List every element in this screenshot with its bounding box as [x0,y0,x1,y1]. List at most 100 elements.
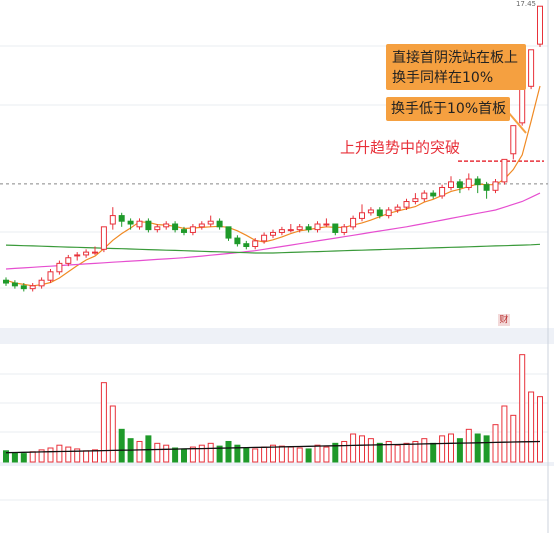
volume-bar [278,445,285,463]
volume-bar [136,440,143,463]
annotation: 换手同样在10% [392,69,493,86]
candle-body [296,226,303,231]
volume-bar [439,435,446,463]
annotation: 直接首阴洗站在板上 [392,49,518,66]
volume-bar [163,444,170,463]
candle-body [278,229,285,233]
candle-body [501,158,508,183]
volume-bar [403,442,410,463]
volume-bar [252,448,259,463]
volume-bar [56,444,63,463]
candle-body [261,234,268,242]
candle-body [483,184,490,191]
candle-body [314,223,321,231]
candle-body [519,88,526,124]
candle-body [225,226,232,239]
volume-bar [448,433,454,463]
candle-body [163,223,170,228]
volume-bar [492,424,499,463]
volume-bar [270,444,276,463]
candle-body [3,279,9,284]
volume-bar [20,453,27,463]
candle-body [323,223,330,226]
volume-bar [412,440,419,463]
candle-body [47,271,54,281]
volume-bar [243,447,250,463]
volume-bar [207,442,214,463]
volume-bar [109,405,116,463]
candle-body [198,223,205,228]
panel-separator [0,462,554,466]
volume-bar [376,442,383,463]
candle-body [430,192,437,197]
volume-bar [11,452,18,463]
volume-bar [456,438,463,463]
candle-body [510,125,517,155]
candle-body [118,215,125,222]
candle-body [181,229,187,233]
volume-bar [145,435,152,463]
volume-bar [367,438,374,463]
candle-body [287,229,294,232]
candle-body [341,226,348,233]
moving-average [5,85,541,287]
volume-bar [510,414,517,463]
volume-average [5,440,541,454]
candle-body [127,220,134,225]
candle-body [367,209,374,214]
volume-bar [296,447,303,463]
volume-bar [359,435,365,463]
volume-bar [118,428,125,463]
candle-body [65,257,72,264]
annotation-box [386,44,526,90]
volume-bar [332,442,339,463]
volume-bar [287,446,294,463]
candle-body [29,285,36,290]
candle-body [56,262,63,273]
annotation-box [386,97,510,121]
candle-body [492,181,499,191]
candle-body [252,240,259,247]
candle-body [136,220,143,228]
annotation: 换手低于10%首板 [391,100,506,117]
volume-bar [465,428,472,463]
candle-body [474,178,481,186]
moving-average [5,192,541,270]
volume-bar [528,391,535,463]
volume-bar [474,433,481,463]
volume-bar [38,449,45,463]
volume-bar [350,433,357,463]
candle-body [385,209,392,217]
candle-body [350,217,357,228]
volume-bar [3,450,9,463]
volume-bar [181,448,187,463]
candle-body [305,226,312,231]
candle-body [100,226,107,250]
volume-bar [29,451,36,463]
candle-body [448,181,454,188]
volume-bar [261,446,268,463]
volume-bar [154,442,161,463]
volume-bar [189,446,196,463]
candle-body [465,178,472,188]
annotation-arrow [507,111,527,134]
volume-bar [430,442,437,463]
candle-body [270,231,276,236]
volume-bar [225,440,232,463]
volume-bar [323,446,330,463]
volume-bar [74,448,81,463]
volume-bar [314,444,321,463]
candle-body [154,226,161,231]
candle-body [11,282,18,287]
candle-body [243,243,250,247]
candle-body [234,237,241,245]
volume-bar [100,382,107,463]
candle-body [20,285,27,290]
volume-bar [421,438,428,463]
candle-body [456,181,463,188]
candle-body [412,198,419,203]
candle-body [145,220,152,231]
volume-bar [385,440,392,463]
volume-bar [537,396,543,463]
